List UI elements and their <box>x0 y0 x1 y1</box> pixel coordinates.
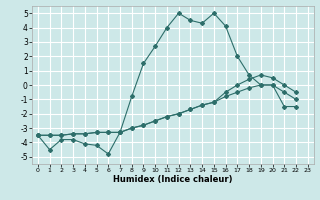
X-axis label: Humidex (Indice chaleur): Humidex (Indice chaleur) <box>113 175 233 184</box>
